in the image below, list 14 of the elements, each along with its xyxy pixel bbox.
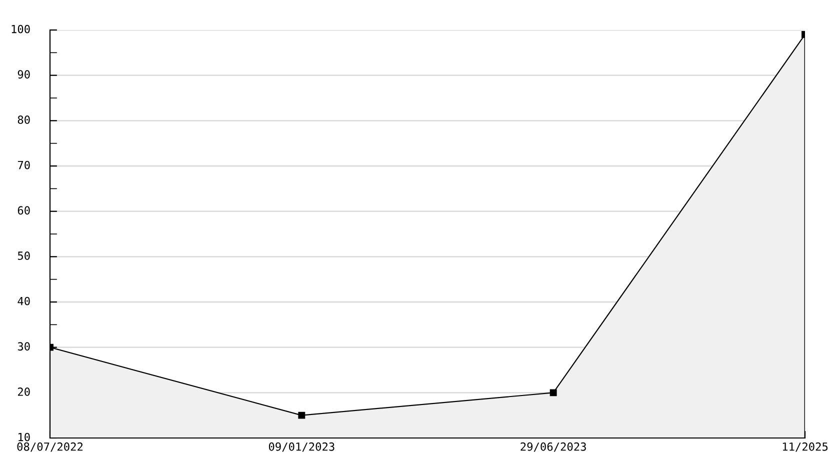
x-tick-label: 08/07/2022 <box>17 442 83 452</box>
y-tick-label: 70 <box>18 160 30 170</box>
x-tick-label: 09/01/2023 <box>268 442 334 452</box>
y-tick-label: 40 <box>18 296 30 306</box>
y-tick-label: 10 <box>18 432 30 442</box>
y-tick-label: 100 <box>12 24 30 34</box>
y-tick-label: 60 <box>18 206 30 215</box>
y-tick-label: 90 <box>18 70 30 79</box>
y-tick-label: 80 <box>18 116 30 124</box>
x-tick-label: 11/2025 <box>782 442 828 452</box>
y-tick-label: 20 <box>18 388 30 396</box>
x-tick-label: 29/06/2023 <box>520 442 586 452</box>
y-tick-label: 50 <box>18 252 30 260</box>
y-tick-label: 30 <box>18 342 30 351</box>
